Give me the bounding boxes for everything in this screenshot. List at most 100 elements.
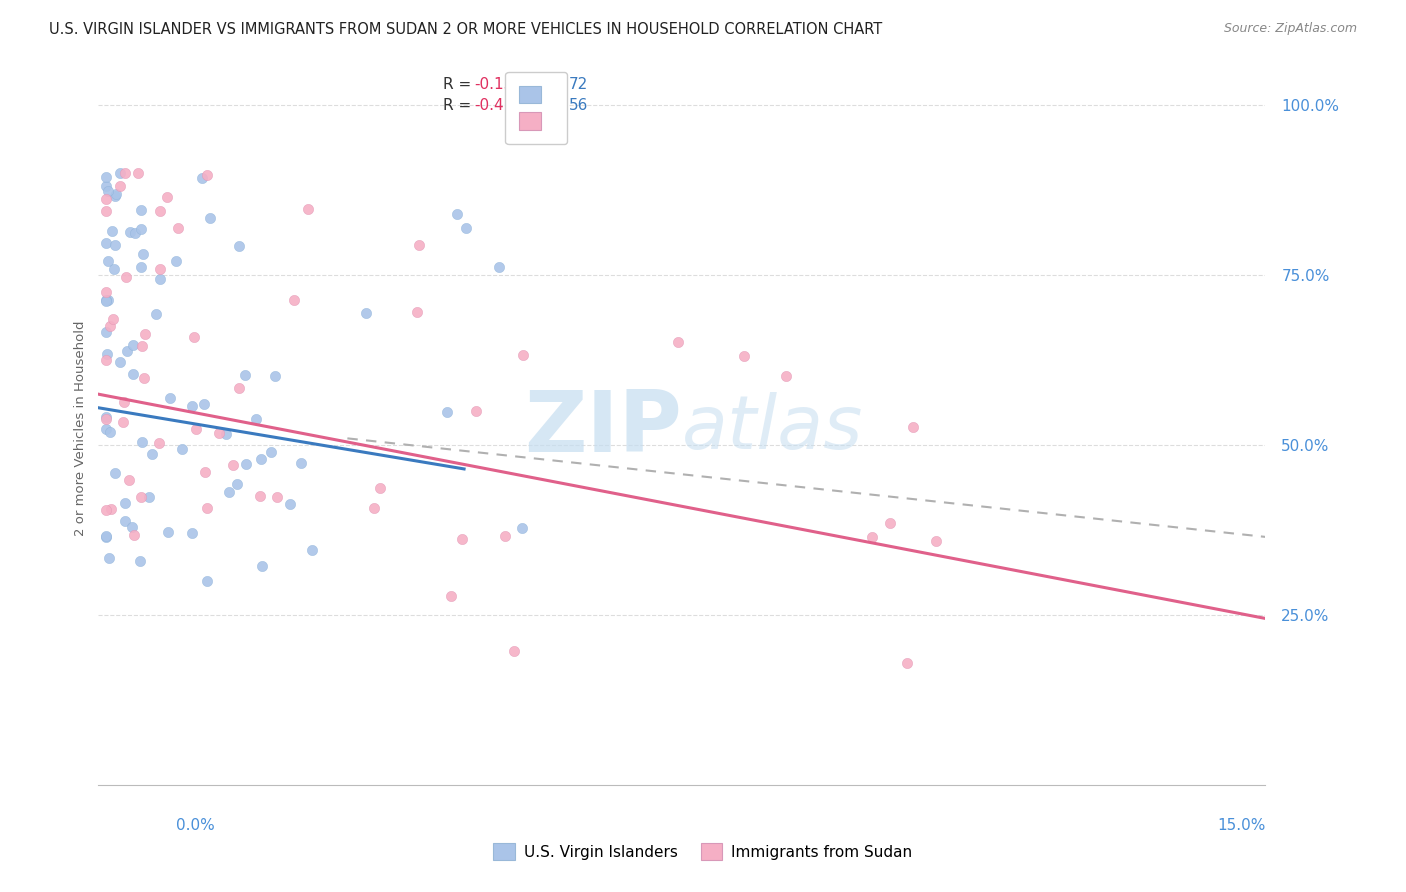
Text: N =: N = bbox=[530, 78, 574, 92]
Point bbox=[235, 457, 257, 471]
Point bbox=[96, 285, 118, 299]
Point bbox=[775, 369, 797, 384]
Point bbox=[450, 532, 472, 546]
Point bbox=[97, 184, 120, 198]
Point bbox=[131, 246, 153, 260]
Text: 15.0%: 15.0% bbox=[1218, 818, 1265, 832]
Text: Source: ZipAtlas.com: Source: ZipAtlas.com bbox=[1223, 22, 1357, 36]
Point bbox=[121, 520, 143, 534]
Point bbox=[228, 380, 250, 394]
Text: U.S. VIRGIN ISLANDER VS IMMIGRANTS FROM SUDAN 2 OR MORE VEHICLES IN HOUSEHOLD CO: U.S. VIRGIN ISLANDER VS IMMIGRANTS FROM … bbox=[49, 22, 883, 37]
Point bbox=[104, 189, 127, 203]
Point bbox=[488, 260, 510, 275]
Point bbox=[436, 405, 458, 419]
Point bbox=[96, 293, 118, 308]
Point bbox=[149, 204, 172, 219]
Point bbox=[666, 334, 689, 349]
Point bbox=[456, 220, 478, 235]
Point bbox=[114, 514, 136, 528]
Point bbox=[131, 339, 153, 353]
Point bbox=[132, 371, 155, 385]
Point bbox=[96, 411, 118, 425]
Point bbox=[96, 353, 118, 368]
Point bbox=[100, 502, 122, 516]
Point bbox=[278, 497, 301, 511]
Point bbox=[120, 225, 142, 239]
Point bbox=[218, 484, 240, 499]
Point bbox=[183, 330, 205, 344]
Point bbox=[131, 203, 153, 218]
Point bbox=[131, 434, 153, 449]
Point bbox=[250, 559, 273, 574]
Y-axis label: 2 or more Vehicles in Household: 2 or more Vehicles in Household bbox=[75, 320, 87, 536]
Point bbox=[96, 529, 118, 543]
Point bbox=[97, 293, 120, 307]
Point bbox=[96, 169, 118, 184]
Point bbox=[114, 166, 136, 180]
Point bbox=[197, 500, 219, 515]
Point bbox=[156, 189, 179, 203]
Point bbox=[266, 490, 288, 504]
Point bbox=[98, 319, 121, 334]
Text: 56: 56 bbox=[568, 98, 588, 113]
Point bbox=[250, 451, 273, 466]
Point bbox=[104, 186, 127, 201]
Point bbox=[214, 426, 236, 441]
Text: -0.419: -0.419 bbox=[474, 98, 523, 113]
Point bbox=[260, 445, 283, 459]
Point bbox=[96, 236, 118, 251]
Point bbox=[297, 202, 319, 216]
Text: 72: 72 bbox=[568, 78, 588, 92]
Point bbox=[104, 467, 127, 481]
Point bbox=[195, 169, 218, 183]
Point bbox=[129, 553, 152, 567]
Point bbox=[145, 307, 167, 321]
Point bbox=[96, 204, 118, 219]
Point bbox=[97, 551, 120, 566]
Point bbox=[101, 224, 124, 238]
Point bbox=[96, 178, 118, 193]
Point bbox=[108, 355, 131, 369]
Point bbox=[208, 425, 231, 440]
Point bbox=[103, 312, 125, 326]
Point bbox=[97, 254, 120, 268]
Point bbox=[408, 237, 430, 252]
Text: R =: R = bbox=[443, 78, 475, 92]
Point bbox=[96, 294, 118, 309]
Point bbox=[170, 442, 193, 457]
Legend: , : , bbox=[506, 72, 567, 144]
Point bbox=[925, 533, 948, 548]
Point bbox=[127, 166, 149, 180]
Point bbox=[195, 574, 218, 589]
Point bbox=[159, 392, 181, 406]
Point bbox=[96, 410, 118, 425]
Point bbox=[368, 481, 391, 495]
Point bbox=[112, 415, 135, 429]
Point bbox=[503, 643, 526, 657]
Point bbox=[122, 367, 145, 381]
Point bbox=[191, 171, 214, 186]
Point bbox=[157, 524, 180, 539]
Point bbox=[96, 192, 118, 206]
Point bbox=[141, 446, 163, 460]
Point bbox=[896, 656, 918, 670]
Point bbox=[167, 220, 190, 235]
Point bbox=[194, 465, 217, 479]
Text: 0.0%: 0.0% bbox=[176, 818, 215, 832]
Point bbox=[184, 422, 207, 436]
Point bbox=[733, 349, 755, 363]
Point bbox=[124, 226, 146, 240]
Point bbox=[301, 543, 323, 558]
Legend: U.S. Virgin Islanders, Immigrants from Sudan: U.S. Virgin Islanders, Immigrants from S… bbox=[488, 837, 918, 866]
Point bbox=[110, 166, 132, 180]
Point bbox=[96, 325, 118, 339]
Point bbox=[512, 348, 534, 362]
Point bbox=[363, 501, 385, 516]
Text: atlas: atlas bbox=[682, 392, 863, 464]
Text: R =: R = bbox=[443, 98, 475, 113]
Point bbox=[233, 368, 256, 382]
Point bbox=[510, 521, 533, 535]
Point bbox=[165, 254, 187, 268]
Point bbox=[446, 207, 468, 221]
Point bbox=[494, 529, 516, 543]
